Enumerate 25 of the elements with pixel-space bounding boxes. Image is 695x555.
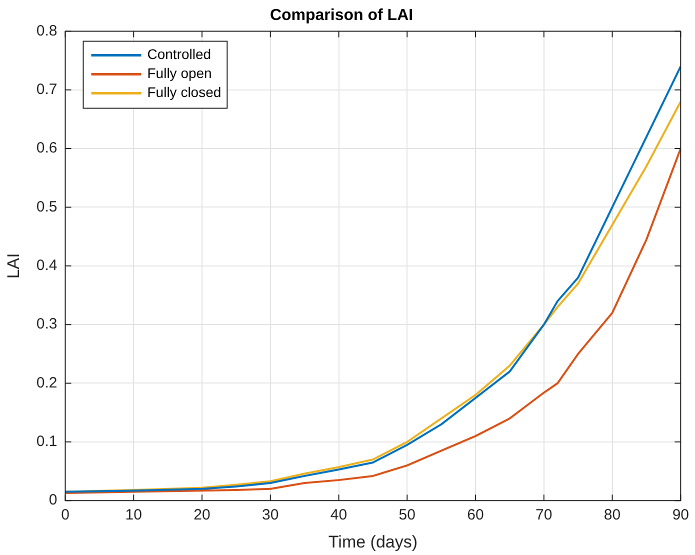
y-tick-label: 0.5 xyxy=(36,198,58,216)
y-tick-label: 0.3 xyxy=(36,316,58,333)
legend-label: Fully closed xyxy=(147,84,222,100)
y-tick-label: 0.2 xyxy=(36,374,58,392)
x-tick-label: 60 xyxy=(467,506,484,524)
legend-label: Fully open xyxy=(147,65,212,82)
x-tick-label: 10 xyxy=(125,506,142,524)
y-tick-label: 0 xyxy=(48,492,58,509)
legend-label: Controlled xyxy=(147,46,212,62)
x-tick-label: 0 xyxy=(61,506,70,524)
x-tick-label: 80 xyxy=(604,506,621,524)
x-tick-label: 30 xyxy=(262,506,279,524)
x-tick-label: 70 xyxy=(536,506,552,524)
y-tick-label: 0.1 xyxy=(36,433,58,450)
x-tick-label: 40 xyxy=(330,506,348,524)
y-tick-label: 0.6 xyxy=(36,140,58,157)
chart-title: Comparison of LAI xyxy=(270,7,414,24)
x-axis-title: Time (days) xyxy=(328,532,418,552)
x-tick-label: 20 xyxy=(194,506,210,524)
y-tick-label: 0.4 xyxy=(36,257,58,274)
x-tick-label: 50 xyxy=(398,506,416,524)
y-axis-title: LAI xyxy=(4,253,23,279)
y-tick-label: 0.8 xyxy=(36,22,58,40)
x-tick-label: 90 xyxy=(672,506,689,524)
y-tick-label: 0.7 xyxy=(36,81,58,98)
